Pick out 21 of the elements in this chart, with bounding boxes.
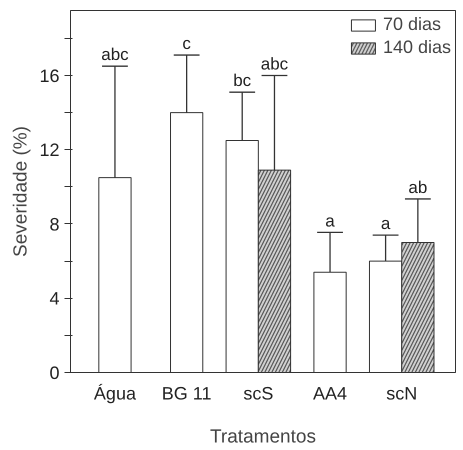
x-tick-label: scS [243, 384, 274, 404]
y-tick-label: 8 [49, 214, 60, 234]
annotation: abc [260, 54, 289, 74]
y-tick-label: 4 [49, 288, 60, 309]
annotation: abc [101, 45, 130, 64]
annotation: a [325, 211, 336, 230]
x-tick-label: AA4 [313, 384, 348, 404]
y-axis-title: Severidade (%) [10, 126, 32, 257]
legend-label: 140 dias [382, 37, 451, 58]
annotation: c [182, 34, 192, 54]
y-tick-label: 12 [39, 140, 60, 160]
legend-label: 70 dias [382, 14, 441, 35]
x-tick-label: BG 11 [162, 384, 212, 404]
y-tick-label: 0 [49, 363, 60, 383]
annotation: a [380, 214, 391, 234]
annotation: ab [408, 178, 428, 197]
y-tick-label: 16 [39, 66, 60, 86]
x-tick-label: Água [94, 384, 137, 404]
x-axis-title: Tratamentos [210, 426, 316, 448]
annotation: bc [233, 71, 252, 90]
x-tick-label: scN [386, 384, 418, 404]
